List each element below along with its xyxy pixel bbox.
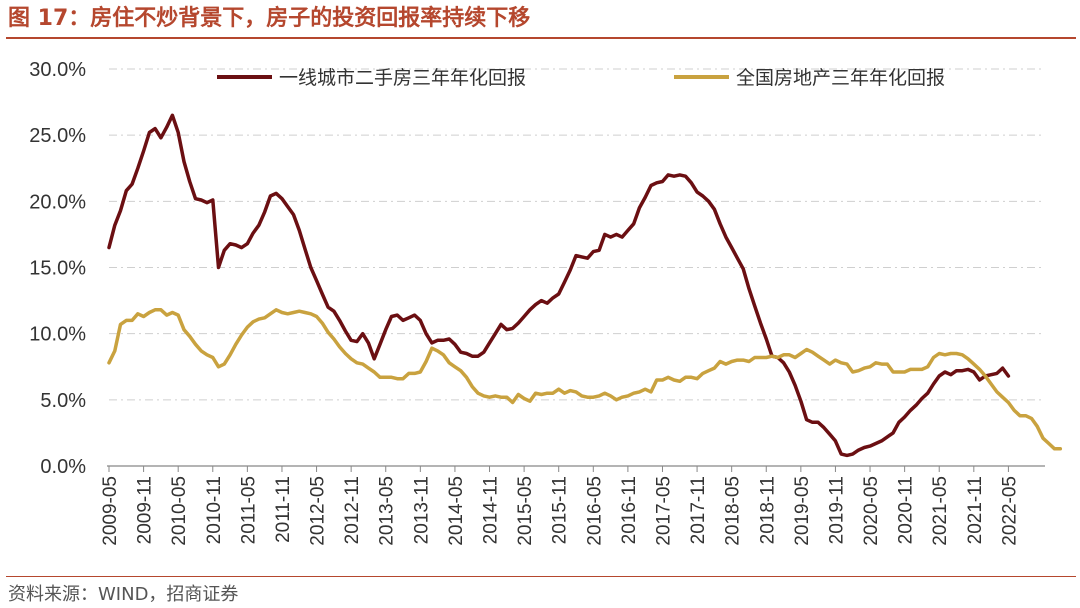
line-chart: 0.0% 5.0% 10.0% 15.0% 20.0% 25.0% 30.0% 2009-0… — [29, 59, 1063, 546]
x-tick-label: 2021-11 — [965, 476, 986, 544]
x-tick-label: 2016-11 — [619, 476, 640, 544]
x-tick-label: 2012-11 — [342, 476, 363, 544]
x-tick-label: 2017-05 — [653, 476, 674, 546]
series-lines — [107, 113, 1063, 458]
y-tick-label: 30.0% — [29, 59, 86, 81]
x-tick-label: 2018-11 — [757, 476, 778, 544]
x-tick-label: 2016-05 — [584, 476, 605, 546]
series-line-national — [107, 308, 1063, 451]
x-tick-label: 2017-11 — [688, 476, 709, 544]
y-tick-label: 25.0% — [29, 125, 86, 147]
x-tick-label: 2010-11 — [204, 476, 225, 544]
x-tick-label: 2011-11 — [273, 476, 294, 543]
legend-label-tier1: 一线城市二手房三年年化回报 — [279, 67, 526, 89]
source-divider — [6, 576, 1076, 577]
x-tick-label: 2022-05 — [999, 476, 1020, 546]
x-tick-label: 2020-05 — [861, 476, 882, 546]
x-tick-label: 2018-05 — [723, 476, 744, 546]
x-tick-label: 2019-05 — [792, 476, 813, 546]
grid-lines — [109, 68, 1043, 401]
legend: 一线城市二手房三年年化回报 全国房地产三年年化回报 — [217, 67, 945, 89]
y-tick-label: 15.0% — [29, 258, 86, 280]
y-tick-label: 0.0% — [40, 456, 86, 478]
title-divider — [6, 37, 1076, 39]
y-tick-label: 5.0% — [40, 390, 86, 412]
x-tick-label: 2014-05 — [446, 476, 467, 546]
legend-label-national: 全国房地产三年年化回报 — [736, 67, 945, 89]
x-tick-label: 2020-11 — [896, 476, 917, 544]
x-tick-label: 2009-05 — [100, 476, 121, 546]
y-tick-label: 10.0% — [29, 324, 86, 346]
x-axis: 2009-05 2009-11 2010-05 2010-11 2011-05 2011-… — [100, 465, 1045, 546]
x-tick-label: 2019-11 — [826, 476, 847, 544]
x-tick-label: 2012-05 — [308, 476, 329, 546]
figure-title: 图 17：房住不炒背景下，房子的投资回报率持续下移 — [8, 6, 531, 31]
x-tick-label: 2021-05 — [930, 476, 951, 546]
y-tick-label: 20.0% — [29, 191, 86, 213]
x-tick-label: 2015-11 — [550, 476, 571, 544]
x-tick-label: 2014-11 — [481, 476, 502, 544]
series-line-tier1-secondhand — [107, 113, 1011, 458]
x-tick-label: 2010-05 — [169, 476, 190, 546]
y-axis: 0.0% 5.0% 10.0% 15.0% 20.0% 25.0% 30.0% — [29, 59, 86, 478]
x-tick-label: 2011-05 — [238, 476, 259, 544]
x-tick-label: 2015-05 — [515, 476, 536, 546]
source-note: 资料来源：WIND，招商证券 — [8, 584, 239, 605]
x-tick-label: 2009-11 — [135, 476, 156, 544]
x-tick-label: 2013-05 — [377, 476, 398, 546]
x-tick-label: 2013-11 — [411, 476, 432, 544]
